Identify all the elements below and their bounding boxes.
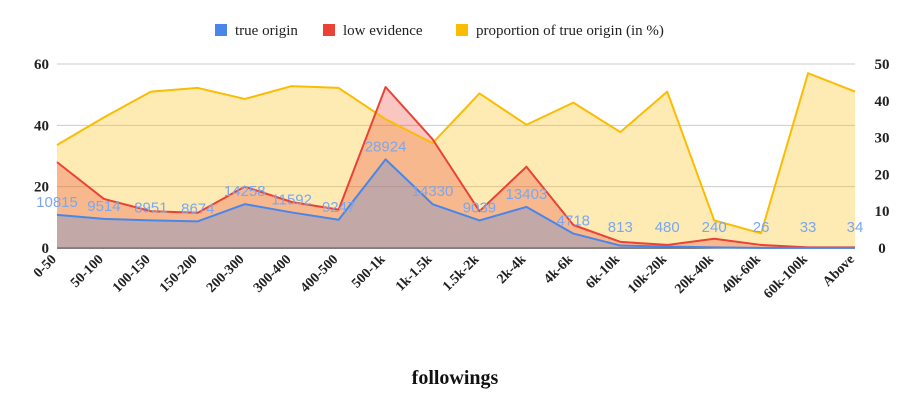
- data-label: 34: [847, 219, 864, 236]
- line-low-evidence: [56, 86, 855, 249]
- data-labels: 10815 9514 8951 8674 14258 11592 9247 28924 1433…: [36, 138, 863, 236]
- data-label: 33: [800, 219, 817, 236]
- left-tick-label: 20: [34, 180, 49, 196]
- legend-swatch: [323, 24, 335, 36]
- series-lines: [56, 72, 856, 249]
- data-label: 8951: [134, 199, 167, 216]
- line-proportion-of-true-origin-in: [56, 72, 856, 235]
- x-axis-ticks: 0-50 50-100 100-150 150-200 200-300 300-400 40…: [31, 252, 858, 302]
- right-tick-label: 50: [875, 57, 890, 73]
- right-tick-label: 30: [875, 131, 890, 147]
- area-true-origin: [57, 159, 855, 248]
- x-tick-label: 200-300: [204, 252, 248, 296]
- data-label: 26: [753, 219, 770, 236]
- x-tick-label: 1.5k-2k: [440, 252, 482, 294]
- data-label: 9039: [463, 199, 496, 216]
- data-label: 10815: [36, 194, 78, 211]
- legend-item-proportion-of-true-origin-in: proportion of true origin (in %): [456, 23, 664, 39]
- data-label: 9247: [322, 199, 355, 216]
- x-tick-label: 1k-1.5k: [393, 252, 435, 294]
- legend: true origin low evidence proportion of tru…: [215, 23, 664, 39]
- legend-label: low evidence: [343, 23, 423, 39]
- x-tick-label: 300-400: [251, 252, 295, 296]
- x-tick-label: 500-1k: [349, 252, 388, 291]
- legend-swatch: [456, 24, 468, 36]
- data-label: 14330: [412, 183, 454, 200]
- x-tick-label: 4k-6k: [541, 252, 576, 287]
- legend-item-low-evidence: low evidence: [323, 23, 423, 39]
- left-tick-label: 0: [42, 241, 50, 257]
- data-label: 11592: [271, 191, 312, 208]
- x-tick-label: 50-100: [68, 252, 107, 291]
- data-label: 813: [608, 219, 633, 236]
- x-tick-label: 40k-60k: [719, 252, 764, 297]
- legend-swatch: [215, 24, 227, 36]
- data-label: 14258: [224, 183, 266, 200]
- x-tick-label: 10k-20k: [625, 252, 670, 297]
- x-tick-label: 0-50: [31, 252, 60, 281]
- area-proportion-of-true-origin-in: [57, 73, 855, 248]
- x-tick-label: 150-200: [157, 252, 201, 296]
- x-tick-label: 20k-40k: [672, 252, 717, 297]
- x-tick-label: 60k-100k: [761, 252, 811, 302]
- x-tick-label: 6k-10k: [583, 252, 623, 292]
- x-tick-label: 400-500: [298, 252, 342, 296]
- data-label: 480: [655, 219, 680, 236]
- x-tick-label: Above: [820, 252, 858, 290]
- x-axis-title: followings: [412, 367, 499, 389]
- line-true-origin: [56, 158, 855, 249]
- x-tick-label: 100-150: [110, 252, 154, 296]
- data-label: 8674: [181, 200, 214, 217]
- data-label: 4718: [557, 213, 590, 230]
- right-tick-label: 40: [875, 94, 890, 110]
- area-low-evidence: [57, 87, 855, 248]
- right-axis-ticks: 0 10 20 30 40 50: [875, 57, 890, 257]
- right-tick-label: 0: [878, 241, 886, 257]
- data-label: 240: [702, 219, 727, 236]
- left-axis-ticks: 0 20 40 60: [34, 57, 49, 257]
- series-areas: [57, 73, 855, 248]
- data-label: 28924: [365, 138, 407, 155]
- x-tick-label: 2k-4k: [494, 252, 529, 287]
- legend-item-true-origin: true origin: [215, 23, 298, 39]
- right-tick-label: 10: [875, 204, 890, 220]
- data-label: 9514: [87, 198, 120, 215]
- left-tick-label: 60: [34, 57, 49, 73]
- data-label: 13403: [506, 186, 548, 203]
- legend-label: true origin: [235, 23, 298, 39]
- left-tick-label: 40: [34, 118, 49, 134]
- legend-label: proportion of true origin (in %): [476, 23, 664, 39]
- right-tick-label: 20: [875, 167, 890, 183]
